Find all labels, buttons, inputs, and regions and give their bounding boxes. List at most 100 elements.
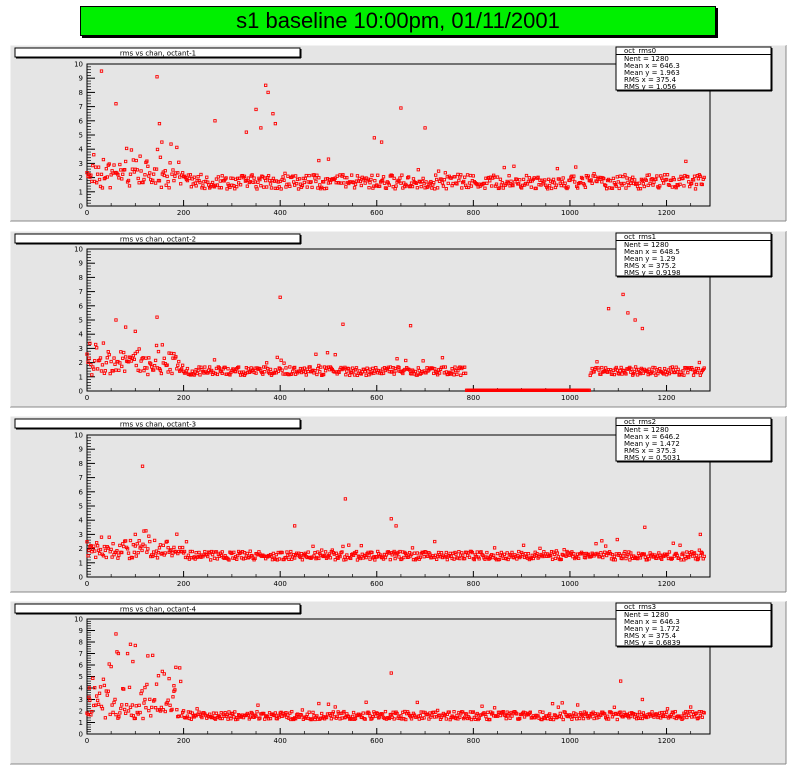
data-point <box>541 554 545 559</box>
data-point <box>302 366 306 370</box>
data-point <box>147 534 151 538</box>
data-point <box>94 165 98 169</box>
data-point <box>366 369 370 373</box>
data-point <box>151 172 156 176</box>
data-point <box>463 175 467 179</box>
data-point <box>342 558 346 562</box>
data-point <box>694 366 699 371</box>
data-point <box>469 717 474 722</box>
data-point <box>292 553 296 557</box>
data-point <box>537 183 541 187</box>
data-point <box>203 186 207 191</box>
data-point <box>581 552 586 556</box>
data-point <box>93 359 97 363</box>
data-point <box>626 180 630 185</box>
data-point <box>492 706 497 710</box>
data-point <box>299 551 304 556</box>
data-point <box>320 185 324 190</box>
data-point <box>382 552 387 557</box>
data-point <box>366 177 370 181</box>
y-tick-label: 8 <box>79 89 83 97</box>
data-point <box>350 173 354 177</box>
data-point <box>164 183 168 187</box>
data-point <box>379 371 384 376</box>
data-point <box>269 186 274 190</box>
data-point <box>292 180 296 184</box>
data-point <box>254 714 258 718</box>
data-point <box>161 543 165 548</box>
data-point <box>219 186 223 190</box>
data-point <box>315 714 319 718</box>
data-point <box>435 708 440 713</box>
data-point <box>367 186 371 190</box>
data-point <box>205 175 209 179</box>
data-point <box>538 178 542 182</box>
data-point <box>133 716 137 721</box>
data-point <box>683 713 687 717</box>
data-point <box>371 715 375 719</box>
data-point <box>532 176 536 180</box>
data-point <box>629 370 633 374</box>
data-point <box>138 710 142 715</box>
data-point <box>549 716 554 720</box>
data-point <box>336 556 340 560</box>
data-point <box>114 712 118 717</box>
data-point <box>274 552 278 557</box>
data-point <box>96 548 101 552</box>
data-point <box>552 552 557 556</box>
data-point <box>572 174 576 178</box>
data-point <box>491 714 496 718</box>
data-point <box>621 292 625 297</box>
data-point <box>463 365 467 369</box>
data-point <box>273 121 277 126</box>
data-point <box>167 186 171 190</box>
data-point <box>85 352 89 356</box>
x-tick-label: 800 <box>467 209 480 217</box>
data-point <box>410 546 415 550</box>
data-point <box>329 717 334 721</box>
y-tick-label: 8 <box>79 274 83 282</box>
data-point <box>151 653 155 658</box>
data-point <box>658 367 662 371</box>
data-point <box>234 369 238 374</box>
data-point <box>233 710 237 714</box>
data-point <box>624 186 628 190</box>
data-point <box>435 557 439 561</box>
data-point <box>114 318 118 322</box>
data-point <box>623 173 627 177</box>
data-point <box>150 705 154 710</box>
data-point <box>275 717 279 721</box>
data-point <box>559 183 563 188</box>
data-point <box>521 177 526 182</box>
data-point <box>107 162 111 166</box>
data-point <box>510 550 514 555</box>
data-point <box>212 358 217 362</box>
data-point <box>344 373 348 377</box>
data-point <box>214 177 219 181</box>
data-point <box>661 181 666 185</box>
data-point <box>406 175 411 179</box>
data-point <box>497 710 502 714</box>
data-point <box>332 370 336 374</box>
data-point <box>417 369 421 373</box>
data-point <box>145 366 149 370</box>
data-point <box>99 535 104 539</box>
data-point <box>445 557 449 562</box>
data-point <box>309 180 313 184</box>
data-point <box>152 363 157 368</box>
data-point <box>454 552 458 556</box>
data-point <box>174 355 178 359</box>
data-point <box>453 365 457 369</box>
data-point <box>163 709 167 714</box>
data-point <box>415 551 419 555</box>
data-point <box>392 372 396 376</box>
data-point <box>198 373 202 377</box>
data-point <box>194 551 198 555</box>
data-point <box>333 558 337 562</box>
data-point <box>658 184 662 188</box>
x-tick-label: 600 <box>370 394 383 402</box>
data-point <box>686 175 690 179</box>
data-point <box>296 187 301 191</box>
data-point <box>595 360 599 364</box>
